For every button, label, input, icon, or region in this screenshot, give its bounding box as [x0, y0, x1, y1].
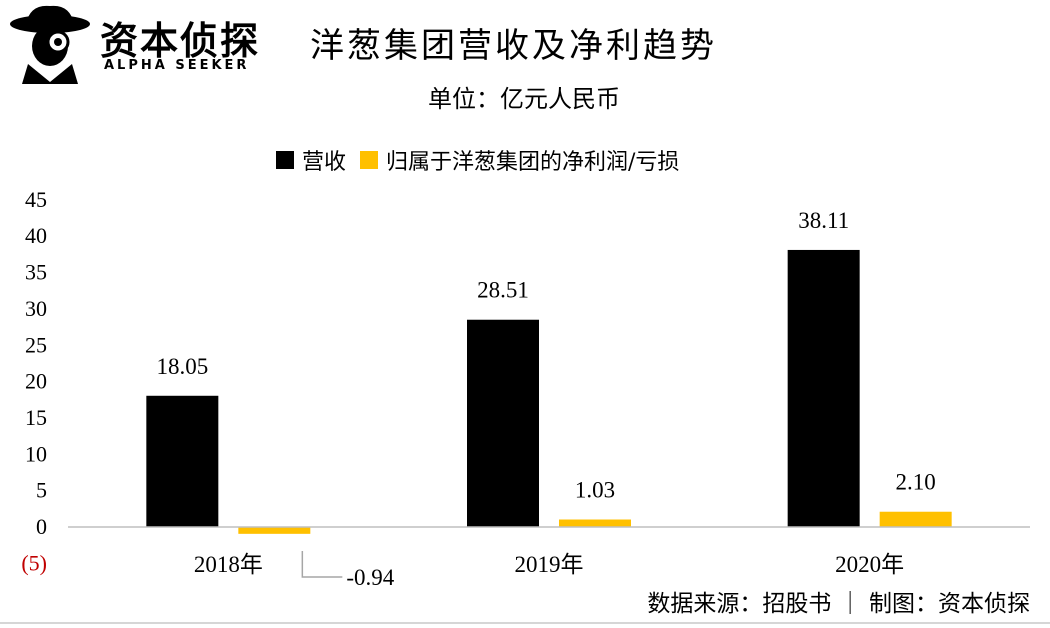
y-tick-label: 35: [25, 260, 47, 285]
legend: 营收 归属于洋葱集团的净利润/亏损: [276, 144, 693, 176]
y-tick-label: 10: [25, 441, 47, 466]
data-label: 2.10: [896, 470, 936, 495]
chart-unit: 单位：亿元人民币: [428, 85, 620, 113]
y-tick-label: 15: [25, 405, 47, 430]
y-tick-label: (5): [21, 550, 47, 575]
x-tick-label: 2020年: [835, 552, 904, 577]
bar: [467, 319, 539, 527]
data-label: 28.51: [477, 278, 529, 303]
legend-label-revenue: 营收: [302, 150, 347, 175]
x-axis: 2018年 2019年 2020年: [68, 526, 1030, 577]
bar: [879, 511, 952, 527]
data-label: 38.11: [798, 208, 849, 233]
y-axis: 45 40 35 30 25 20 15 10 5 0 (5): [21, 187, 47, 575]
data-label: 1.03: [575, 478, 615, 503]
bars: [146, 249, 952, 534]
x-tick-label: 2018年: [194, 552, 263, 577]
bar: [787, 249, 860, 527]
source-note: 数据来源：招股书 ｜ 制图：资本侦探: [647, 591, 1030, 617]
bar: [146, 395, 219, 527]
legend-label-net-profit: 归属于洋葱集团的净利润/亏损: [386, 150, 680, 175]
y-tick-label: 40: [25, 223, 47, 248]
data-label: 18.05: [156, 354, 208, 379]
chart-title: 洋葱集团营收及净利趋势: [310, 26, 717, 66]
y-tick-label: 0: [36, 514, 47, 539]
legend-swatch-net-profit: [360, 151, 379, 169]
y-tick-label: 20: [25, 369, 47, 394]
legend-swatch-revenue: [276, 151, 294, 169]
x-tick-label: 2019年: [515, 552, 584, 577]
y-tick-label: 30: [25, 296, 47, 321]
logo: 资本侦探 ALPHA SEEKER: [8, 4, 273, 84]
detective-logo-icon: [10, 5, 90, 84]
data-label: -0.94: [346, 565, 394, 590]
y-tick-label: 25: [25, 332, 47, 357]
y-tick-label: 5: [36, 478, 47, 503]
data-labels: 18.05 -0.94 28.51 1.03 38.11 2.10: [156, 208, 935, 590]
logo-name-cn: 资本侦探: [100, 19, 261, 63]
data-label-leader-line: [301, 551, 343, 578]
legend-item-revenue: 营收: [276, 144, 346, 176]
bar: [238, 527, 311, 534]
y-tick-label: 45: [25, 187, 47, 212]
bar: [559, 519, 631, 527]
legend-item-net-profit: 归属于洋葱集团的净利润/亏损: [360, 144, 679, 176]
logo-name-en: ALPHA SEEKER: [104, 58, 250, 73]
bottom-divider: [0, 622, 1050, 624]
